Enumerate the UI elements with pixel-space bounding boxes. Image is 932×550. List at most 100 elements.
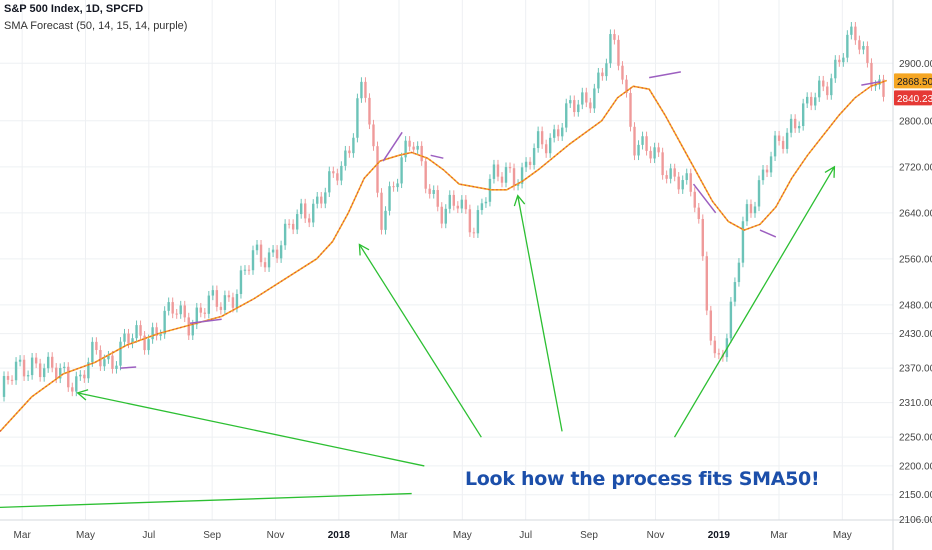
candle-body — [352, 137, 355, 154]
candle-body — [432, 190, 435, 194]
y-tick-label: 2800.00 — [899, 116, 932, 127]
candle-body — [127, 333, 130, 344]
sma50-dotted-overlay — [0, 79, 887, 432]
y-tick-label: 2150.00 — [899, 490, 932, 501]
candle-body — [785, 132, 789, 149]
candle-body — [862, 46, 865, 50]
candle-body — [275, 249, 279, 259]
candle-body — [532, 148, 536, 165]
candle-body — [705, 256, 708, 311]
candle-body — [223, 295, 227, 310]
candle-body — [428, 188, 431, 194]
candle-body — [480, 203, 484, 211]
x-tick-label: May — [76, 530, 95, 541]
candle-body — [685, 173, 688, 181]
candle-body — [609, 34, 612, 64]
candle-body — [18, 359, 22, 362]
candle-body — [22, 359, 26, 377]
candle-body — [512, 168, 516, 186]
y-tick-label-bottom: 2106.00 — [899, 515, 932, 526]
candle-body — [508, 167, 512, 169]
candle-body — [822, 80, 825, 87]
candle-body — [336, 173, 339, 181]
candle-body — [709, 310, 713, 341]
candle-body — [565, 103, 568, 128]
candle-body — [400, 157, 403, 184]
candle-body — [135, 325, 138, 339]
candle-body — [14, 361, 18, 381]
candle-body — [26, 375, 30, 377]
candle-body — [741, 221, 745, 263]
candle-body — [573, 100, 576, 113]
candle-body — [291, 223, 295, 230]
candle-body — [797, 126, 801, 129]
candle-body — [524, 161, 528, 168]
candle-body — [789, 118, 793, 133]
candle-body — [404, 140, 407, 158]
candle-body — [597, 72, 600, 89]
candle-body — [384, 210, 387, 230]
candle-body — [749, 204, 753, 214]
y-tick-label: 2430.00 — [899, 329, 932, 340]
candle-body — [641, 136, 644, 145]
candle-body — [801, 103, 805, 127]
candle-body — [733, 282, 737, 302]
candle-body — [577, 104, 580, 113]
x-tick-label: 2019 — [708, 530, 731, 541]
baseline-line — [0, 492, 412, 508]
arrow-feb-2018-head — [358, 243, 370, 256]
candle-body — [171, 302, 174, 314]
candle-body — [629, 92, 632, 127]
candle-body — [581, 92, 584, 105]
candle-body — [557, 129, 560, 137]
candle-body — [412, 146, 415, 150]
label-last-red — [894, 90, 932, 106]
candle-body — [874, 84, 877, 87]
candle-body — [528, 161, 532, 165]
candle-body — [183, 305, 186, 318]
candle-body — [665, 175, 668, 179]
candle-body — [637, 144, 640, 156]
y-tick-label: 2900.00 — [899, 59, 932, 70]
candle-body — [882, 79, 885, 97]
candle-body — [834, 59, 837, 79]
candle-body — [203, 312, 207, 314]
candle-body — [697, 207, 700, 220]
candle-body — [376, 146, 379, 193]
arrow-mar-2019-head — [824, 165, 836, 178]
y-tick-label: 2250.00 — [899, 433, 932, 444]
candle-body — [271, 249, 275, 253]
x-tick-label: Jul — [142, 530, 155, 541]
candle-body — [316, 196, 319, 204]
forecast-line-4 — [430, 154, 444, 159]
candle-body — [91, 341, 94, 363]
x-tick-label: Mar — [770, 530, 788, 541]
candle-body — [143, 335, 146, 351]
candle-body — [2, 376, 6, 397]
candle-body — [38, 363, 42, 378]
candle-body — [810, 96, 813, 106]
candle-body — [147, 339, 150, 351]
candle-body — [30, 357, 34, 376]
candle-body — [63, 366, 66, 369]
candle-body — [408, 140, 411, 147]
candle-body — [304, 203, 307, 219]
candle-body — [548, 137, 552, 154]
candle-body — [55, 367, 58, 379]
candle-body — [757, 180, 761, 207]
candle-body — [243, 269, 247, 271]
candle-body — [59, 368, 62, 379]
candle-body — [295, 214, 299, 230]
candle-body — [536, 131, 540, 149]
candle-body — [448, 194, 451, 209]
candle-body — [436, 190, 439, 207]
candle-body — [111, 355, 114, 369]
candle-body — [745, 204, 749, 222]
candle-body — [826, 86, 829, 96]
candle-body — [211, 290, 215, 296]
candle-body — [179, 305, 182, 315]
candle-body — [729, 301, 733, 339]
candle-body — [605, 63, 608, 77]
x-tick-label: Nov — [647, 530, 665, 541]
